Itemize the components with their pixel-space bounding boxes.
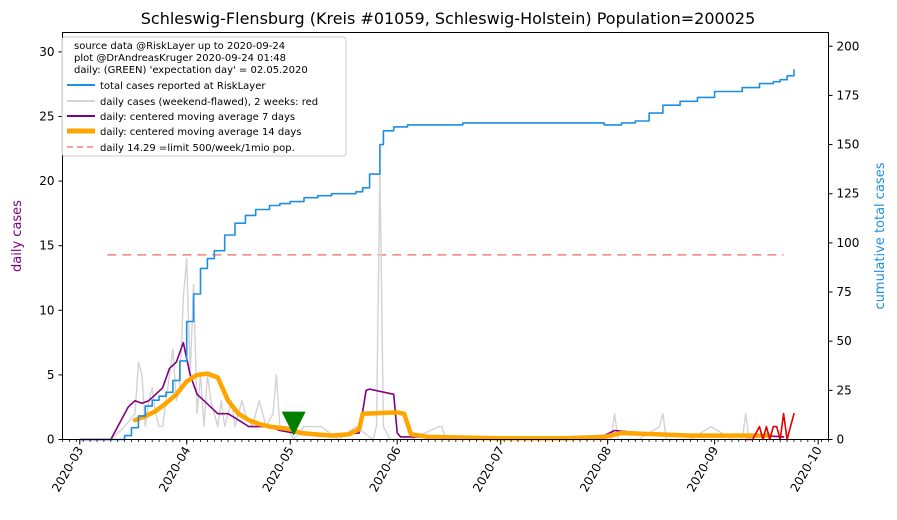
y-left-tick-label: 25 — [39, 109, 54, 123]
y-right-tick-label: 150 — [837, 138, 860, 152]
ma14-line — [132, 371, 773, 441]
total-cases-line — [79, 69, 795, 441]
y-left-tick-label: 10 — [39, 303, 54, 317]
series-layer — [79, 69, 795, 441]
expectation-day-marker — [281, 411, 306, 436]
legend-header-line: daily: (GREEN) 'expectation day' = 02.05… — [74, 65, 308, 76]
y-right-tick-label: 200 — [837, 39, 860, 53]
y-left-tick-label: 15 — [39, 239, 54, 253]
legend-box — [61, 36, 347, 157]
y-right-tick-label: 75 — [837, 285, 852, 299]
y-right-tick-label: 100 — [837, 236, 860, 250]
y-left-tick-label: 0 — [47, 433, 55, 447]
legend: source data @RiskLayer up to 2020-09-24 … — [61, 36, 347, 157]
y-right-tick-label: 0 — [837, 433, 845, 447]
chart-title: Schleswig-Flensburg (Kreis #01059, Schle… — [141, 9, 756, 28]
y-right-tick-label: 25 — [837, 383, 852, 397]
y-axis-right-label: cumulative total cases — [873, 162, 888, 309]
plot-frame — [62, 32, 829, 440]
y-right-tick-label: 50 — [837, 334, 852, 348]
y-left-tick-label: 30 — [39, 45, 54, 59]
legend-header-line: plot @DrAndreasKruger 2020-09-24 01:48 — [74, 53, 286, 64]
legend-header-line: source data @RiskLayer up to 2020-09-24 — [74, 41, 285, 52]
y-right-tick-label: 175 — [837, 88, 860, 102]
legend-label-limit: daily 14.29 =limit 500/week/1mio pop. — [100, 143, 295, 154]
legend-label-total: total cases reported at RiskLayer — [100, 81, 266, 92]
legend-label-ma14: daily: centered moving average 14 days — [100, 127, 301, 138]
marker-layer — [281, 411, 306, 436]
y-right-tick-label: 125 — [837, 187, 860, 201]
y-axis-left-label: daily cases — [10, 200, 25, 272]
y-left-tick-label: 20 — [39, 174, 54, 188]
y-left-tick-label: 5 — [47, 368, 55, 382]
legend-label-ma7: daily: centered moving average 7 days — [100, 112, 295, 123]
legend-label-daily: daily cases (weekend-flawed), 2 weeks: r… — [100, 97, 318, 108]
